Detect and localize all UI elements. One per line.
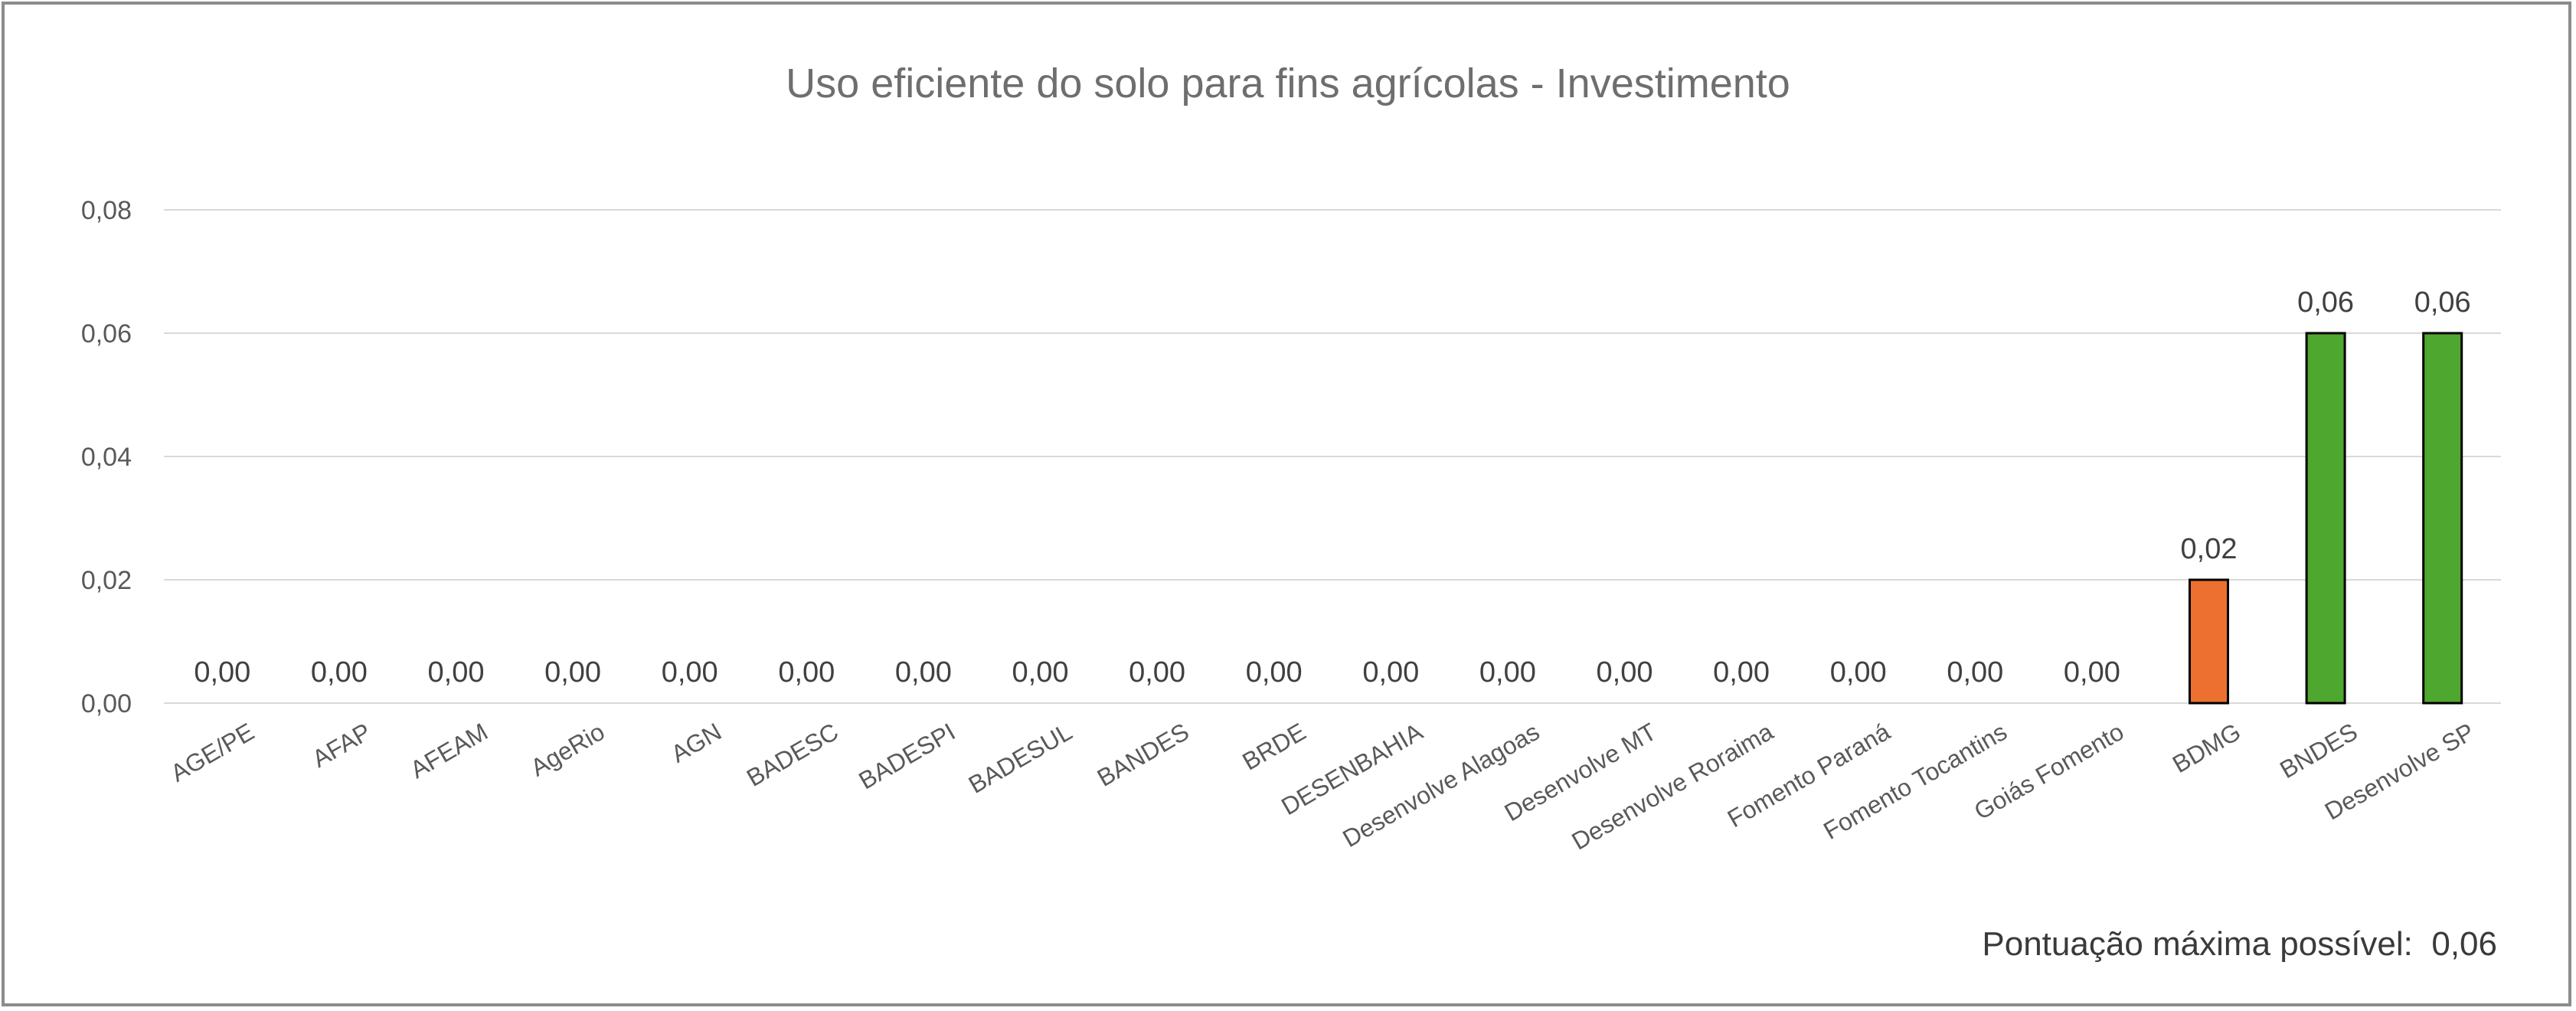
category-label: BNDES	[2275, 718, 2362, 784]
data-label: 0,00	[1597, 656, 1653, 689]
category-label: BADESUL	[964, 718, 1077, 799]
data-label: 0,00	[1947, 656, 2003, 689]
y-tick-label: 0,00	[81, 689, 132, 718]
data-label: 0,00	[1362, 656, 1419, 689]
data-label: 0,06	[2297, 286, 2354, 319]
category-label: BADESC	[742, 718, 843, 792]
data-label: 0,00	[428, 656, 485, 689]
max-score-label: Pontuação máxima possível:	[1982, 925, 2413, 963]
data-label: 0,00	[662, 656, 718, 689]
data-label: 0,00	[311, 656, 368, 689]
data-label: 0,00	[1246, 656, 1303, 689]
bar	[2305, 332, 2346, 705]
bar	[2189, 578, 2229, 705]
data-label: 0,00	[1713, 656, 1770, 689]
data-label: 0,00	[778, 656, 835, 689]
data-label: 0,00	[2064, 656, 2120, 689]
y-tick-label: 0,06	[81, 319, 132, 348]
category-label: AFEAM	[406, 718, 492, 784]
data-label: 0,00	[544, 656, 601, 689]
y-tick-label: 0,02	[81, 566, 132, 595]
category-label: AGN	[666, 718, 726, 768]
y-tick-label: 0,04	[81, 443, 132, 472]
category-labels: AGE/PE AFAP AFEAM AgeRio AGN BADESC BADESPI BAD…	[166, 718, 2480, 856]
category-label: AgeRio	[526, 718, 610, 782]
y-tick-label: 0,08	[81, 196, 132, 225]
gridlines	[164, 209, 2501, 704]
data-label: 0,00	[194, 656, 250, 689]
data-label: 0,00	[1479, 656, 1536, 689]
max-score-note: Pontuação máxima possível: 0,06	[1982, 925, 2497, 964]
chart-title: Uso eficiente do solo para fins agrícola…	[786, 61, 1790, 106]
data-label: 0,06	[2414, 286, 2471, 319]
data-labels: 0,00 0,00 0,00 0,00 0,00 0,00 0,00 0,00 0,00 0,00…	[194, 286, 2470, 689]
data-label: 0,00	[1830, 656, 1887, 689]
category-label: BRDE	[1237, 718, 1310, 776]
data-label: 0,00	[1129, 656, 1185, 689]
category-label: BADESPI	[854, 718, 959, 795]
bar	[2422, 332, 2463, 705]
bars	[2189, 332, 2463, 705]
category-label: BANDES	[1093, 718, 1194, 792]
category-label: BDMG	[2168, 718, 2245, 778]
data-label: 0,00	[1012, 656, 1069, 689]
data-label: 0,00	[895, 656, 952, 689]
category-label: Desenvolve Roraima	[1567, 718, 1777, 856]
category-label: AGE/PE	[166, 718, 259, 787]
category-label: Desenvolve Alagoas	[1338, 718, 1544, 852]
data-label: 0,02	[2181, 533, 2238, 565]
y-axis-ticks: 0,00 0,02 0,04 0,06 0,08	[81, 196, 132, 718]
max-score-value: 0,06	[2431, 925, 2497, 963]
category-label: AFAP	[308, 718, 376, 773]
